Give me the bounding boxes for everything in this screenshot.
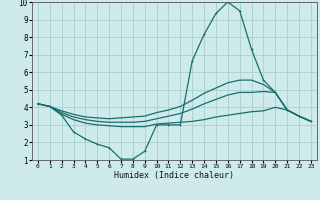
X-axis label: Humidex (Indice chaleur): Humidex (Indice chaleur) [115,171,234,180]
